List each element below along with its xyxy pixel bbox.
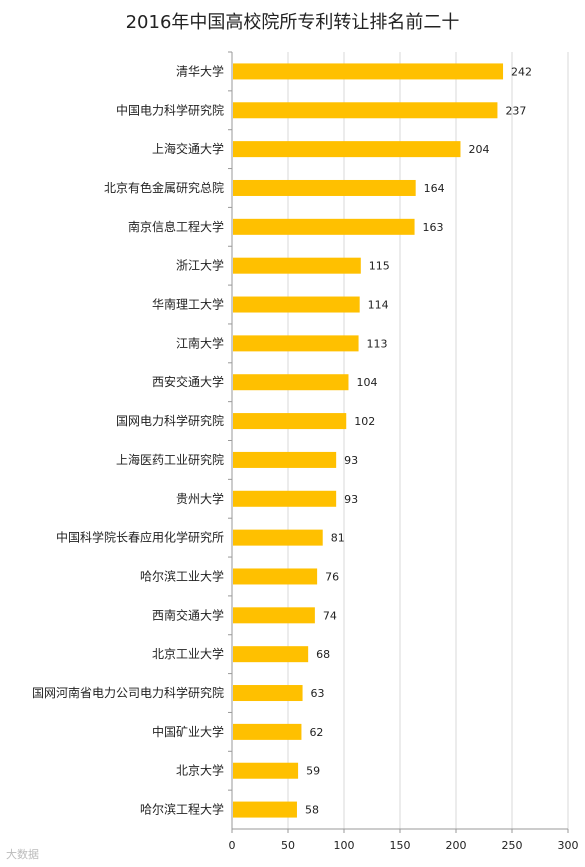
labels: 0 50 100 150 200 250 300 清华大学 242 中国电力科学研究院 237 上海交… — [32, 63, 579, 852]
category-label: 北京有色金属研究总院 — [104, 180, 224, 195]
axes — [228, 51, 569, 833]
category-label: 贵州大学 — [176, 491, 224, 506]
bar — [233, 801, 297, 818]
category-label: 南京信息工程大学 — [128, 219, 224, 234]
value-label: 59 — [306, 765, 320, 778]
value-label: 58 — [305, 804, 319, 817]
category-label: 江南大学 — [176, 335, 224, 350]
bar — [233, 723, 302, 740]
bars — [233, 63, 504, 818]
bar — [233, 218, 415, 235]
category-label: 中国科学院长春应用化学研究所 — [56, 530, 224, 545]
value-label: 81 — [331, 532, 345, 545]
value-label: 164 — [424, 182, 445, 195]
bar — [233, 529, 323, 546]
bar — [233, 646, 309, 663]
value-label: 76 — [325, 570, 339, 583]
category-label: 中国电力科学研究院 — [116, 102, 224, 117]
watermark-text: 大数据 — [6, 848, 39, 861]
value-label: 163 — [423, 221, 444, 234]
bar — [233, 413, 347, 430]
value-label: 102 — [354, 415, 375, 428]
value-label: 242 — [511, 65, 532, 78]
bar — [233, 490, 337, 507]
x-tick-label: 150 — [390, 839, 411, 852]
category-label: 西安交通大学 — [152, 374, 224, 389]
category-label: 上海交通大学 — [152, 141, 224, 156]
bar — [233, 374, 349, 391]
value-label: 68 — [316, 648, 330, 661]
bar — [233, 762, 299, 779]
value-label: 204 — [468, 143, 489, 156]
grid-lines — [287, 52, 569, 829]
value-label: 93 — [344, 454, 358, 467]
value-label: 237 — [505, 104, 526, 117]
value-label: 114 — [368, 299, 389, 312]
value-label: 115 — [369, 260, 390, 273]
bar — [233, 568, 318, 585]
x-tick-label: 250 — [502, 839, 523, 852]
bar — [233, 179, 416, 196]
category-label: 北京大学 — [176, 763, 224, 778]
category-label: 清华大学 — [176, 63, 224, 78]
bar — [233, 102, 498, 119]
bar — [233, 685, 303, 702]
value-label: 113 — [367, 337, 388, 350]
chart-title: 2016年中国高校院所专利转让排名前二十 — [125, 12, 460, 33]
value-label: 74 — [323, 609, 337, 622]
category-label: 上海医药工业研究院 — [116, 452, 224, 467]
bar — [233, 141, 461, 158]
bar — [233, 335, 359, 352]
bar — [233, 451, 337, 468]
bar — [233, 607, 315, 624]
value-label: 104 — [356, 376, 377, 389]
x-tick-label: 50 — [281, 839, 295, 852]
x-tick-label: 200 — [446, 839, 467, 852]
category-label: 哈尔滨工程大学 — [140, 802, 224, 817]
x-tick-label: 0 — [229, 839, 236, 852]
value-label: 93 — [344, 493, 358, 506]
x-tick-label: 300 — [558, 839, 579, 852]
category-label: 北京工业大学 — [152, 646, 224, 661]
category-label: 华南理工大学 — [152, 297, 224, 312]
category-label: 西南交通大学 — [152, 607, 224, 622]
bar — [233, 257, 361, 274]
category-label: 国网河南省电力公司电力科学研究院 — [32, 685, 224, 700]
bar — [233, 63, 504, 80]
category-label: 中国矿业大学 — [152, 724, 224, 739]
bar — [233, 296, 360, 313]
category-label: 国网电力科学研究院 — [116, 413, 224, 428]
category-label: 浙江大学 — [176, 258, 224, 273]
category-label: 哈尔滨工业大学 — [140, 568, 224, 583]
value-label: 63 — [311, 687, 325, 700]
value-label: 62 — [309, 726, 323, 739]
x-tick-label: 100 — [334, 839, 355, 852]
